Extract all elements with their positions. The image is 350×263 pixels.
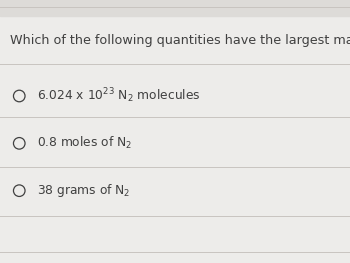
Bar	[0, 0, 350, 16]
Text: 0.8 moles of N$_2$: 0.8 moles of N$_2$	[37, 135, 132, 151]
Text: Which of the following quantities have the largest mass?: Which of the following quantities have t…	[10, 34, 350, 47]
Text: 38 grams of N$_2$: 38 grams of N$_2$	[37, 182, 130, 199]
Text: 6.024 x 10$^{23}$ N$_2$ molecules: 6.024 x 10$^{23}$ N$_2$ molecules	[37, 87, 201, 105]
